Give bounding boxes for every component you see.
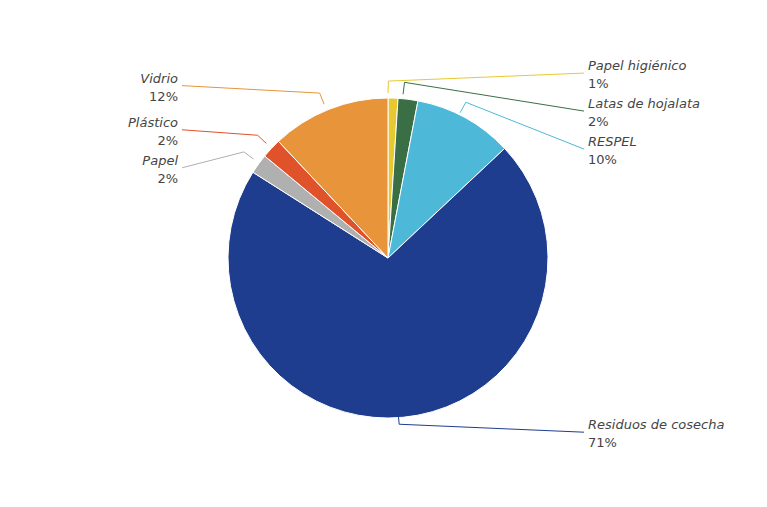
svg-text:Papel: Papel bbox=[142, 153, 178, 168]
svg-text:12%: 12% bbox=[149, 89, 178, 104]
svg-text:Papel higiénico: Papel higiénico bbox=[588, 58, 687, 73]
svg-text:2%: 2% bbox=[588, 114, 609, 129]
svg-text:10%: 10% bbox=[588, 152, 617, 167]
svg-text:Vidrio: Vidrio bbox=[140, 71, 178, 86]
svg-text:71%: 71% bbox=[588, 435, 617, 450]
svg-text:2%: 2% bbox=[157, 171, 178, 186]
svg-text:2%: 2% bbox=[157, 133, 178, 148]
svg-text:Latas de hojalata: Latas de hojalata bbox=[588, 96, 700, 111]
svg-text:RESPEL: RESPEL bbox=[588, 134, 637, 149]
svg-text:Plástico: Plástico bbox=[128, 115, 178, 130]
svg-text:Residuos de cosecha: Residuos de cosecha bbox=[588, 417, 724, 432]
svg-text:1%: 1% bbox=[588, 76, 609, 91]
